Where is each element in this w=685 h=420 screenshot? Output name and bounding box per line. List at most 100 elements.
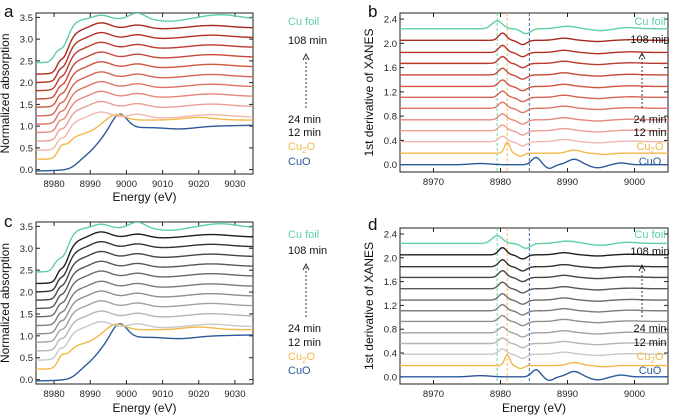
series-line-cu2o (36, 113, 253, 160)
y-tick-label: 3.0 (20, 244, 33, 255)
x-tick-label: 9010 (152, 179, 173, 190)
y-tick-label: 0.0 (384, 372, 397, 383)
x-tick-label: 9020 (188, 389, 209, 400)
series-line-mid (36, 90, 253, 134)
y-axis-title: 1st derivative of XANES (362, 242, 376, 370)
legend-cuo: CuO (639, 365, 662, 377)
y-tick-label: 1.2 (384, 301, 397, 312)
y-tick-label: 0.0 (384, 160, 397, 171)
series-line-mid (400, 259, 668, 272)
legend-24-min: 24 min (633, 323, 666, 335)
x-tick-label: 8980 (490, 177, 511, 188)
series-line-foil (400, 235, 668, 249)
series-line-mid (36, 290, 253, 335)
legend-cu2o: Cu2O (288, 141, 316, 155)
series-line-mid (400, 113, 668, 125)
panel-letter: d (368, 215, 377, 234)
x-tick-label: 9000 (116, 389, 137, 400)
y-tick-label: 1.0 (20, 122, 33, 133)
legend-108-min: 108 min (630, 34, 669, 46)
x-tick-label: 9000 (624, 389, 645, 400)
series-line-cu2o (400, 353, 668, 370)
legend-cu-foil: Cu foil (634, 229, 665, 241)
y-tick-label: 0.5 (20, 143, 33, 154)
series-line-mid (400, 90, 668, 103)
y-tick-label: 1.6 (384, 277, 397, 288)
series-line-mid (400, 337, 668, 349)
x-tick-label: 8980 (44, 389, 65, 400)
x-tick-label: 9010 (152, 389, 173, 400)
y-tick-label: 0.0 (20, 165, 33, 176)
legend-108-min: 108 min (288, 245, 327, 257)
y-tick-label: 3.0 (20, 35, 33, 46)
x-tick-label: 9030 (224, 389, 245, 400)
y-tick-label: 0.8 (384, 112, 397, 123)
series-line-foil (400, 20, 668, 35)
panel-letter: b (368, 2, 377, 21)
legend-24-min: 24 min (288, 323, 321, 335)
series-line-mid (36, 71, 253, 117)
y-tick-label: 2.4 (384, 15, 397, 26)
x-tick-label: 8980 (44, 179, 65, 190)
y-tick-label: 2.4 (384, 229, 397, 240)
legend-cu2o: Cu2O (636, 141, 664, 155)
series-line-mid (36, 250, 253, 301)
series-line-mid (36, 31, 253, 84)
x-axis-title: Energy (eV) (112, 401, 176, 415)
y-tick-label: 0.0 (20, 375, 33, 386)
legend-108-min: 108 min (288, 35, 327, 47)
y-tick-label: 1.5 (20, 100, 33, 111)
y-tick-label: 3.5 (20, 222, 33, 233)
y-tick-label: 2.0 (20, 78, 33, 89)
series-line-mid (400, 124, 668, 136)
series-line-mid (36, 241, 253, 293)
series-line-mid (36, 320, 253, 361)
series-line-mid (400, 55, 668, 69)
legend-24-min: 24 min (633, 114, 666, 126)
x-axis-title: Energy (eV) (112, 190, 176, 204)
series-line-cu2o (36, 323, 253, 370)
arrow-head-icon (302, 52, 310, 61)
y-tick-label: 2.5 (20, 266, 33, 277)
legend-cu-foil: Cu foil (288, 16, 319, 28)
series-line-mid (36, 231, 253, 285)
series-line-mid (400, 303, 668, 316)
series-line-mid (36, 100, 253, 142)
arrow-head-icon (638, 263, 646, 272)
plot-frame (35, 221, 254, 385)
y-tick-label: 2.0 (20, 288, 33, 299)
x-tick-label: 8990 (557, 389, 578, 400)
x-tick-label: 8970 (423, 177, 444, 188)
y-tick-label: 1.0 (20, 331, 33, 342)
plot-frame (399, 227, 669, 385)
series-line-mid (36, 41, 253, 92)
y-tick-label: 1.5 (20, 309, 33, 320)
y-tick-label: 1.6 (384, 63, 397, 74)
series-line-mid (36, 111, 253, 151)
x-axis-title: Energy (eV) (502, 401, 566, 415)
series-line-mid (400, 67, 668, 80)
series-line-mid (36, 22, 253, 75)
y-tick-label: 0.4 (384, 349, 397, 360)
series-line-mid (400, 292, 668, 305)
series-line-cuo (36, 323, 253, 382)
series-line-mid (400, 32, 668, 46)
legend-cu2o: Cu2O (288, 351, 316, 365)
series-line-mid (400, 135, 668, 147)
legend-cuo: CuO (288, 365, 311, 377)
arrow-head-icon (638, 51, 646, 60)
panel-letter: c (4, 212, 13, 231)
y-tick-label: 0.8 (384, 325, 397, 336)
series-line-mid (400, 44, 668, 58)
legend-24-min: 24 min (288, 114, 321, 126)
series-line-mid (36, 280, 253, 327)
series-line-cu2o (400, 141, 668, 157)
legend-cu-foil: Cu foil (634, 16, 665, 28)
y-axis-title: Normalized absorption (0, 243, 12, 363)
x-tick-label: 9000 (624, 177, 645, 188)
panel-d: 8970 8980 8990 9000 0.0 0.4 0.8 1.2 1.6 2.0 2.4 Ene… (362, 215, 670, 415)
